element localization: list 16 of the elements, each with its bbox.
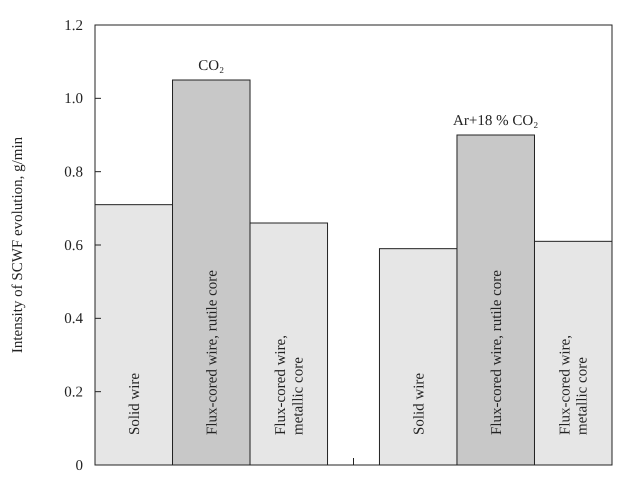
annotation: Ar+18 % CO₂ xyxy=(453,113,538,129)
y-tick-label: 0 xyxy=(76,458,83,474)
y-tick-label: 0.2 xyxy=(64,384,83,400)
x-tick-label: Flux-cored wire, rutile core xyxy=(204,270,221,435)
y-axis-title: Intensity of SCWF evolution, g/min xyxy=(10,136,26,354)
y-tick-label: 0.6 xyxy=(64,238,84,254)
y-tick-label: 1.2 xyxy=(64,18,83,34)
x-tick-label: Solid wire xyxy=(127,372,144,435)
y-tick-label: 1.0 xyxy=(64,91,83,108)
annotation: CO₂ xyxy=(198,58,224,74)
y-tick-label: 0.4 xyxy=(64,311,84,328)
x-tick-label: Solid wire xyxy=(411,372,428,435)
x-tick-label: Flux-cored wire, rutile core xyxy=(488,270,505,435)
x-tick-label: Flux-cored wire, metallic core xyxy=(273,335,306,435)
x-tick-label: Flux-cored wire, metallic core xyxy=(557,335,591,435)
y-tick-label: 0.8 xyxy=(64,164,83,180)
